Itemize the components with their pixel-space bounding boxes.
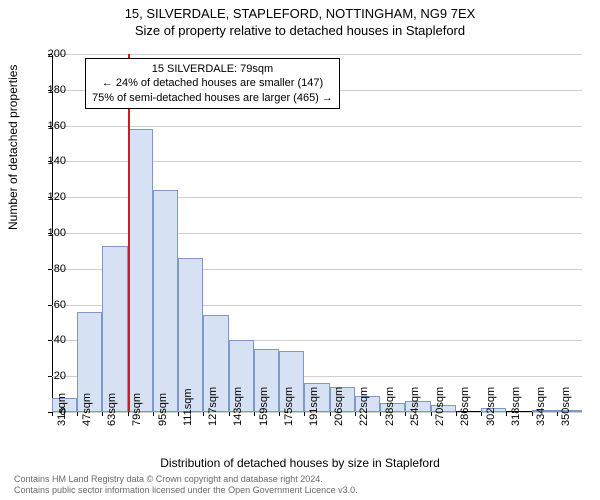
annotation-line: 75% of semi-detached houses are larger (… (92, 91, 333, 105)
footer-attribution: Contains HM Land Registry data © Crown c… (14, 474, 358, 496)
x-tick-mark (456, 412, 457, 416)
x-tick-mark (481, 412, 482, 416)
x-tick-mark (153, 412, 154, 416)
x-tick-mark (229, 412, 230, 416)
y-tick-label: 60 (36, 299, 66, 311)
gridline (52, 54, 582, 55)
annotation-line: ← 24% of detached houses are smaller (14… (92, 76, 333, 90)
x-tick-mark (380, 412, 381, 416)
x-tick-mark (279, 412, 280, 416)
title-subtitle: Size of property relative to detached ho… (0, 21, 600, 38)
histogram-bar (128, 129, 153, 412)
y-tick-label: 0 (36, 406, 66, 418)
x-tick-mark (102, 412, 103, 416)
y-axis-title: Number of detached properties (6, 65, 20, 230)
x-tick-mark (405, 412, 406, 416)
histogram-bar (102, 246, 127, 412)
x-tick-mark (431, 412, 432, 416)
footer-line-2: Contains public sector information licen… (14, 485, 358, 496)
x-tick-mark (77, 412, 78, 416)
y-tick-label: 120 (36, 191, 66, 203)
x-tick-mark (178, 412, 179, 416)
x-axis-title: Distribution of detached houses by size … (0, 456, 600, 470)
x-tick-mark (330, 412, 331, 416)
x-tick-mark (532, 412, 533, 416)
annotation-line: 15 SILVERDALE: 79sqm (92, 62, 333, 76)
x-tick-mark (254, 412, 255, 416)
x-tick-mark (557, 412, 558, 416)
chart-container: 15, SILVERDALE, STAPLEFORD, NOTTINGHAM, … (0, 0, 600, 500)
y-tick-label: 180 (36, 84, 66, 96)
x-tick-mark (355, 412, 356, 416)
x-tick-mark (506, 412, 507, 416)
annotation-box: 15 SILVERDALE: 79sqm← 24% of detached ho… (85, 58, 340, 109)
x-tick-mark (128, 412, 129, 416)
x-tick-mark (304, 412, 305, 416)
histogram-bar (153, 190, 178, 412)
plot-area: 31sqm47sqm63sqm79sqm95sqm111sqm127sqm143… (52, 54, 582, 412)
y-tick-label: 140 (36, 155, 66, 167)
title-address: 15, SILVERDALE, STAPLEFORD, NOTTINGHAM, … (0, 0, 600, 21)
y-tick-label: 100 (36, 227, 66, 239)
y-tick-label: 160 (36, 120, 66, 132)
x-tick-mark (203, 412, 204, 416)
gridline (52, 126, 582, 127)
y-tick-label: 200 (36, 48, 66, 60)
y-tick-label: 80 (36, 263, 66, 275)
footer-line-1: Contains HM Land Registry data © Crown c… (14, 474, 358, 485)
y-tick-label: 40 (36, 334, 66, 346)
y-tick-label: 20 (36, 370, 66, 382)
